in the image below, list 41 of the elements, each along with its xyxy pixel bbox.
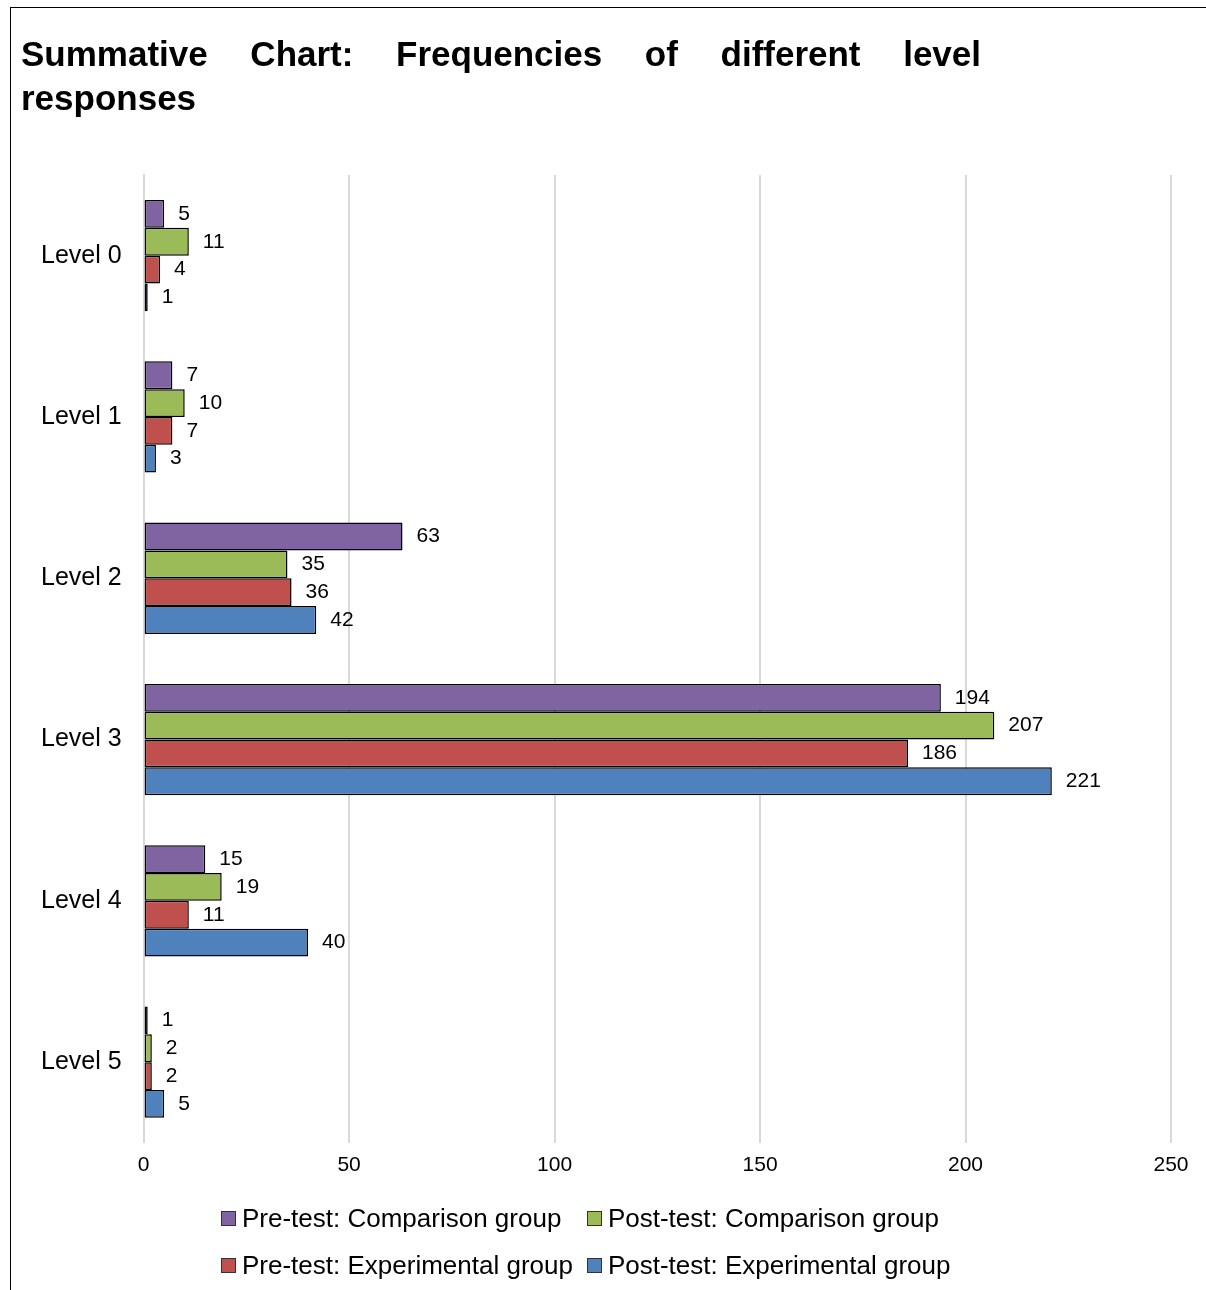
data-label: 15 <box>219 845 243 869</box>
x-tick-label: 250 <box>1153 1152 1189 1176</box>
data-label: 7 <box>186 417 199 441</box>
legend-label: Pre-test: Experimental group <box>242 1250 573 1281</box>
data-label: 40 <box>322 929 346 953</box>
data-label: 19 <box>235 873 260 897</box>
y-tick-label: Level 5 <box>40 1046 122 1075</box>
data-label: 2 <box>165 1035 178 1059</box>
y-tick-label: Level 1 <box>40 400 122 429</box>
legend-label: Post-test: Experimental group <box>607 1250 951 1281</box>
x-tick-label: 0 <box>137 1152 150 1176</box>
data-label: 207 <box>1008 712 1044 736</box>
data-label: 221 <box>1065 768 1101 792</box>
data-label: 3 <box>169 445 182 469</box>
data-label: 10 <box>198 389 223 413</box>
data-label: 4 <box>174 256 187 280</box>
data-label: 5 <box>178 1090 190 1114</box>
data-label: 7 <box>186 362 199 386</box>
data-label: 42 <box>330 606 354 630</box>
data-label: 35 <box>301 551 325 575</box>
data-label: 186 <box>921 740 958 764</box>
data-label: 36 <box>305 578 329 602</box>
x-tick-label: 200 <box>948 1152 984 1176</box>
data-label: 2 <box>165 1062 178 1086</box>
y-tick-label: Level 3 <box>40 723 122 752</box>
data-label: 1 <box>161 1007 174 1031</box>
x-tick-label: 150 <box>742 1152 778 1176</box>
y-tick-label: Level 0 <box>40 239 122 268</box>
data-label: 11 <box>202 901 225 925</box>
x-tick-label: 100 <box>537 1152 573 1176</box>
data-label: 11 <box>202 228 225 252</box>
data-label: 1 <box>161 284 174 308</box>
x-tick-label: 50 <box>337 1152 361 1176</box>
data-label: 194 <box>954 684 991 708</box>
chart-title: Summative Chart: Frequencies of different level responses <box>21 33 981 119</box>
legend-label: Pre-test: Comparison group <box>242 1203 562 1234</box>
y-tick-label: Level 2 <box>40 562 122 591</box>
data-label: 63 <box>416 523 440 547</box>
y-tick-label: Level 4 <box>40 884 122 913</box>
legend-label: Post-test: Comparison group <box>607 1203 939 1234</box>
data-label: 5 <box>178 200 190 224</box>
